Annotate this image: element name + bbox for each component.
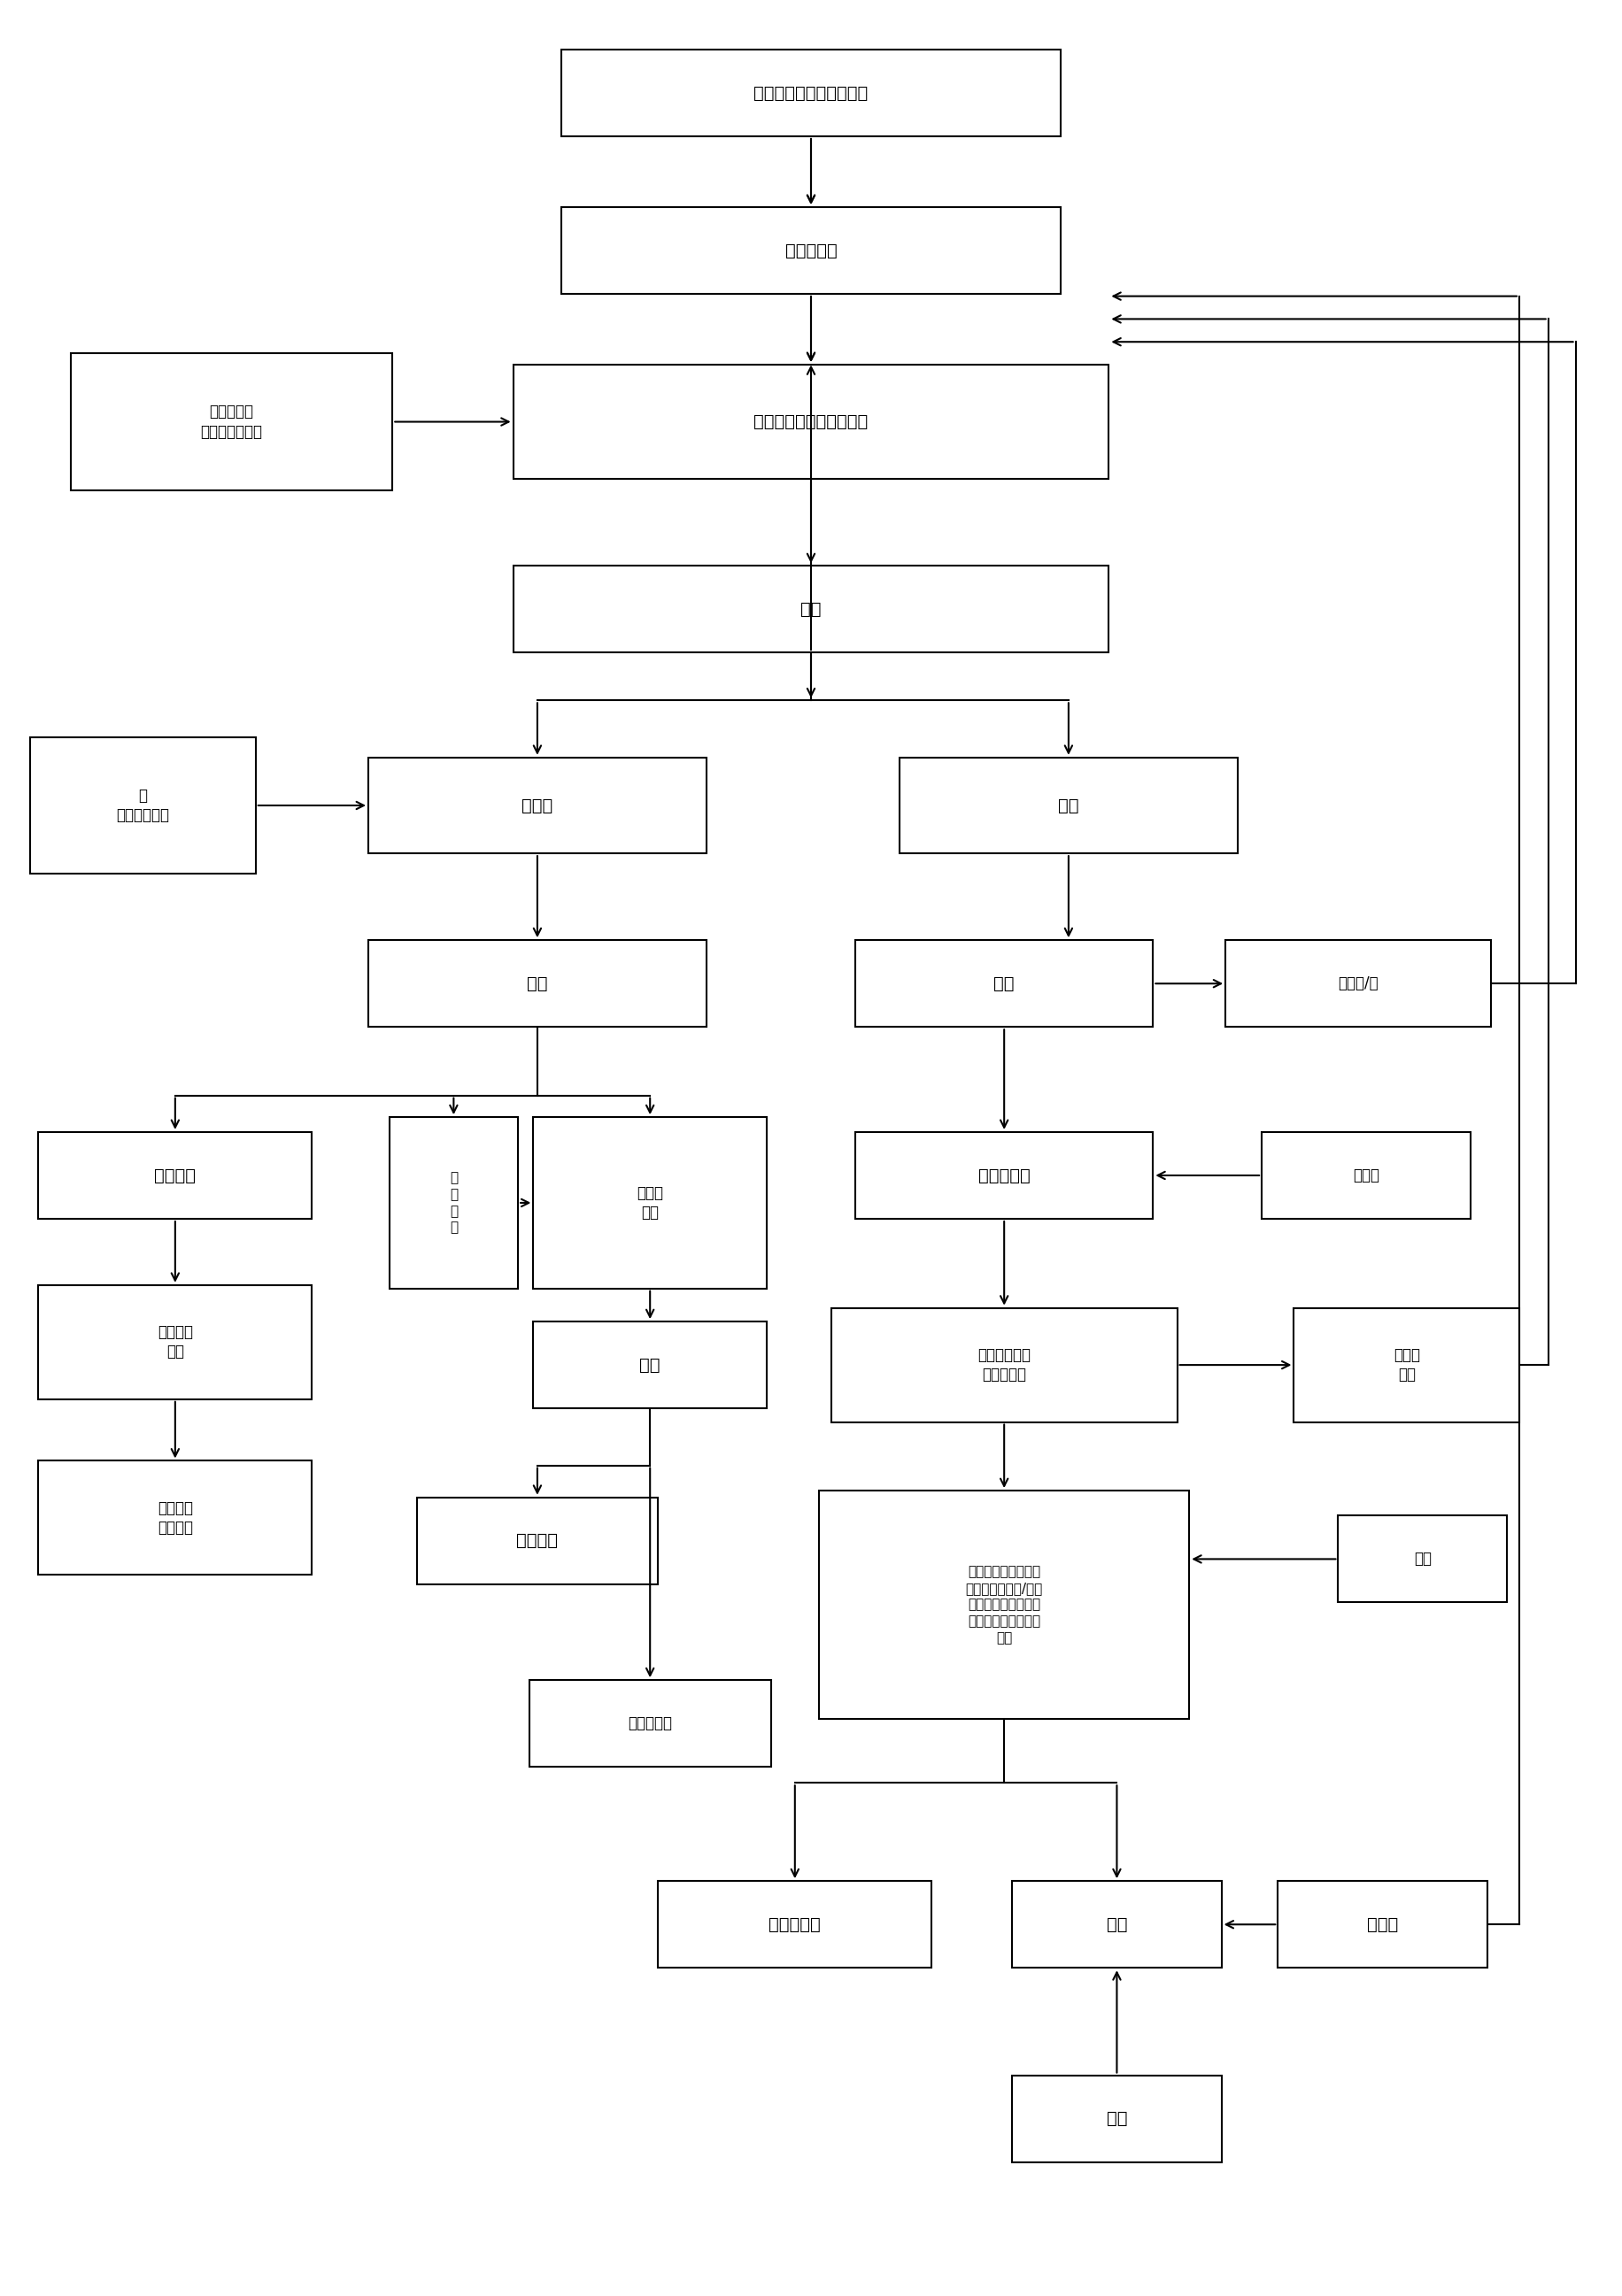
Text: 金属溴化物与
水蒸汽反应: 金属溴化物与 水蒸汽反应 bbox=[978, 1348, 1030, 1382]
Bar bbox=[389, 1118, 517, 1288]
Bar bbox=[39, 1460, 311, 1575]
Text: 氧化钙、氧化镁、氧
化铝、氧化亚铁/氧化
铁以及其他一些含有
少量溴离子的金属氧
化物: 氧化钙、氧化镁、氧 化铝、氧化亚铁/氧化 铁以及其他一些含有 少量溴离子的金属氧… bbox=[965, 1566, 1043, 1644]
Text: 溶液: 溶液 bbox=[1058, 797, 1079, 813]
Bar bbox=[561, 51, 1061, 135]
Text: 过滤: 过滤 bbox=[527, 976, 548, 992]
Text: 金红石型
二氧化钛: 金红石型 二氧化钛 bbox=[157, 1499, 193, 1536]
Text: 溴化氢
气体: 溴化氢 气体 bbox=[1393, 1348, 1419, 1382]
Text: 过滤: 过滤 bbox=[639, 1357, 660, 1373]
Text: 硅酸钠
溶液: 硅酸钠 溶液 bbox=[637, 1185, 663, 1221]
Bar bbox=[1226, 939, 1491, 1026]
Text: 溴化氢: 溴化氢 bbox=[1367, 1917, 1398, 1933]
Text: 氢气: 氢气 bbox=[1106, 2110, 1127, 2126]
Text: 二氧化钛: 二氧化钛 bbox=[154, 1166, 196, 1185]
Bar bbox=[534, 1118, 767, 1288]
Bar bbox=[855, 1132, 1153, 1219]
Bar bbox=[819, 1490, 1189, 1720]
Bar bbox=[31, 737, 256, 875]
Bar bbox=[417, 1497, 659, 1584]
Bar bbox=[1278, 1880, 1487, 1968]
Bar bbox=[513, 365, 1109, 480]
Text: 金属溴化物: 金属溴化物 bbox=[978, 1166, 1030, 1185]
Bar bbox=[534, 1322, 767, 1407]
Text: 研磨好的原料加入反应釜: 研磨好的原料加入反应釜 bbox=[754, 413, 868, 429]
Bar bbox=[1012, 2076, 1221, 2163]
Text: 过滤: 过滤 bbox=[801, 602, 821, 618]
Text: 剩余物: 剩余物 bbox=[522, 797, 553, 813]
Text: 溴气: 溴气 bbox=[1106, 1917, 1127, 1933]
Text: 二
氧
化
碳: 二 氧 化 碳 bbox=[449, 1171, 457, 1235]
Text: 高炉渣或钛铁矿或高钛渣: 高炉渣或钛铁矿或高钛渣 bbox=[754, 85, 868, 101]
Text: 二氧化硅: 二氧化硅 bbox=[516, 1531, 558, 1550]
Bar bbox=[513, 565, 1109, 652]
Bar bbox=[529, 1681, 770, 1768]
Text: 干燥: 干燥 bbox=[994, 976, 1015, 992]
Text: 控制条件
煅烧: 控制条件 煅烧 bbox=[157, 1325, 193, 1359]
Bar bbox=[855, 939, 1153, 1026]
Bar bbox=[659, 1880, 931, 1968]
Bar bbox=[39, 1132, 311, 1219]
Bar bbox=[1294, 1309, 1520, 1421]
Bar bbox=[70, 354, 393, 491]
Bar bbox=[1338, 1515, 1507, 1603]
Text: 金属氧化物: 金属氧化物 bbox=[769, 1917, 821, 1933]
Text: 氧气: 氧气 bbox=[1414, 1552, 1432, 1568]
Bar bbox=[830, 1309, 1178, 1421]
Bar bbox=[368, 939, 706, 1026]
Text: 溴化氢溶液
（第一次加入）: 溴化氢溶液 （第一次加入） bbox=[201, 404, 263, 439]
Text: 溴化氢/水: 溴化氢/水 bbox=[1338, 976, 1379, 992]
Bar bbox=[1262, 1132, 1471, 1219]
Bar bbox=[561, 207, 1061, 294]
Bar bbox=[1012, 1880, 1221, 1968]
Text: 碳酸钠溶液: 碳酸钠溶液 bbox=[628, 1715, 672, 1731]
Bar bbox=[900, 758, 1238, 854]
Text: 碱
（氢氧化钠）: 碱 （氢氧化钠） bbox=[117, 788, 170, 824]
Bar bbox=[368, 758, 706, 854]
Bar bbox=[39, 1286, 311, 1398]
Text: 水蒸汽: 水蒸汽 bbox=[1353, 1166, 1380, 1182]
Text: 研磨并分选: 研磨并分选 bbox=[785, 241, 837, 259]
